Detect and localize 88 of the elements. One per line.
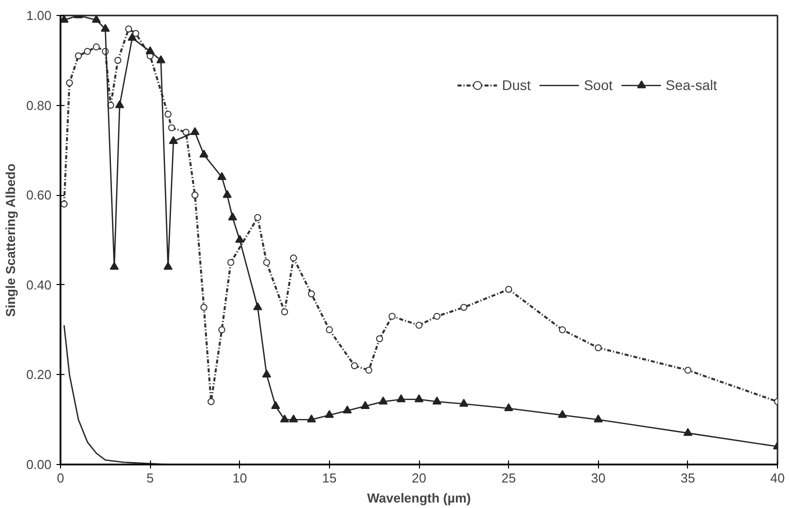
point xyxy=(308,290,315,298)
point xyxy=(168,124,176,132)
point xyxy=(60,200,68,208)
point xyxy=(376,335,384,342)
x-tick-label: 30 xyxy=(591,470,606,486)
line-series xyxy=(63,324,169,464)
y-tick-label: 0.20 xyxy=(26,367,52,382)
point xyxy=(684,366,692,374)
point xyxy=(253,302,262,310)
point xyxy=(60,16,69,23)
point xyxy=(290,254,298,262)
x-tick-label: 25 xyxy=(501,470,516,486)
x-tick-label: 40 xyxy=(770,470,785,486)
point xyxy=(504,403,514,412)
point xyxy=(558,410,567,418)
point xyxy=(84,48,91,55)
point xyxy=(146,46,155,54)
point xyxy=(414,394,424,402)
point xyxy=(505,286,512,293)
point xyxy=(324,410,334,418)
point xyxy=(128,32,137,41)
point xyxy=(164,262,173,270)
legend-label: Dust xyxy=(502,77,531,93)
x-tick-label: 0 xyxy=(56,470,64,486)
point xyxy=(235,234,244,243)
point xyxy=(156,55,166,64)
point xyxy=(92,16,101,23)
point xyxy=(396,394,406,402)
point xyxy=(326,326,333,334)
y-tick-label: 1.00 xyxy=(26,8,52,23)
legend-label: Soot xyxy=(584,77,613,93)
x-tick-label: 10 xyxy=(232,470,247,486)
legend-label: Sea-salt xyxy=(666,77,717,93)
point xyxy=(365,366,372,374)
point xyxy=(271,401,280,409)
point xyxy=(262,370,272,378)
point xyxy=(92,43,100,50)
point xyxy=(115,100,124,108)
point xyxy=(168,136,178,144)
point xyxy=(218,326,226,334)
point xyxy=(289,414,298,422)
point xyxy=(110,262,119,270)
point xyxy=(594,414,603,422)
point xyxy=(100,24,110,32)
point xyxy=(460,304,468,311)
point xyxy=(360,401,370,409)
y-tick-label: 0.00 xyxy=(26,457,52,472)
y-tick-label: 0.80 xyxy=(26,98,52,113)
point xyxy=(342,406,352,414)
point xyxy=(74,52,82,60)
x-axis-title: Wavelength (µm) xyxy=(367,490,471,506)
point xyxy=(228,212,238,220)
point xyxy=(227,258,234,266)
point xyxy=(190,127,200,136)
point xyxy=(263,258,270,266)
point xyxy=(125,25,132,32)
point xyxy=(114,56,122,64)
point xyxy=(388,312,396,320)
point xyxy=(558,326,566,334)
y-tick-label: 0.60 xyxy=(26,188,52,203)
point xyxy=(222,190,232,198)
point xyxy=(217,172,226,180)
point xyxy=(683,428,692,436)
point xyxy=(164,110,172,118)
x-tick-label: 35 xyxy=(680,470,696,486)
point xyxy=(433,312,440,320)
point xyxy=(200,304,208,311)
x-tick-label: 15 xyxy=(322,470,337,486)
point xyxy=(254,214,262,222)
point xyxy=(306,414,316,422)
point xyxy=(182,128,190,136)
point xyxy=(350,362,358,370)
point xyxy=(432,396,442,404)
y-tick-label: 0.40 xyxy=(26,277,52,292)
point xyxy=(199,150,208,158)
point xyxy=(191,192,198,199)
point xyxy=(66,79,73,86)
point xyxy=(208,398,215,406)
point xyxy=(378,396,388,404)
point xyxy=(416,322,422,329)
y-axis-title: Single Scattering Albedo xyxy=(3,163,18,317)
point xyxy=(594,344,602,352)
x-tick-label: 5 xyxy=(146,470,154,486)
x-tick-label: 20 xyxy=(412,470,426,486)
point xyxy=(280,414,290,422)
point xyxy=(459,398,468,407)
point xyxy=(281,308,288,316)
point xyxy=(132,30,140,37)
